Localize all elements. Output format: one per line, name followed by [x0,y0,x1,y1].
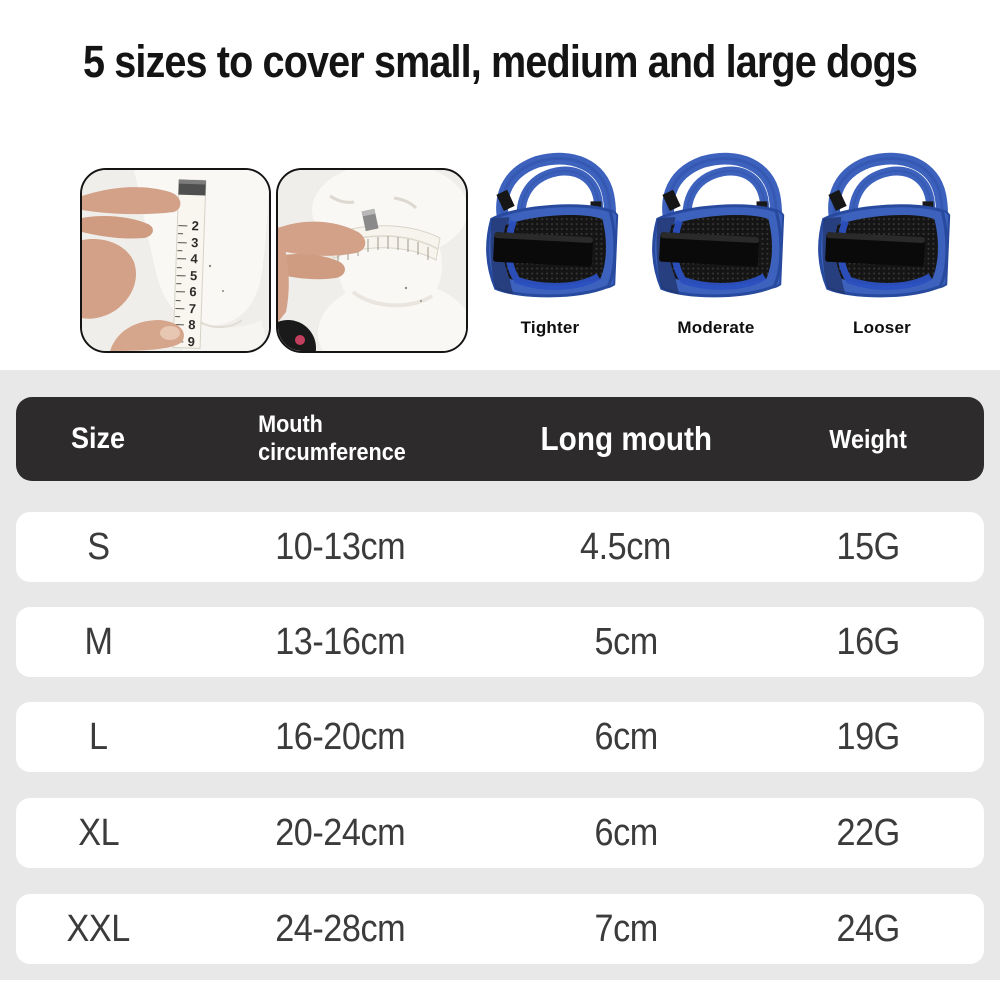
size-table-header: Size Mouth circumference Long mouth Weig… [16,397,984,481]
cell-size: M [84,620,113,663]
muzzle-icon [641,148,791,316]
fit-label: Tighter [520,318,580,337]
cell-weight: 16G [836,620,900,663]
cell-long-mouth: 4.5cm [580,525,672,568]
hand-icon [82,187,184,351]
tape-number: 9 [187,334,195,349]
measuring-tape-icon: 2 3 4 5 6 7 8 9 [172,179,207,349]
page-title: 5 sizes to cover small, medium and large… [82,36,918,87]
muzzle-icon [807,148,957,316]
table-row-xxl: XXL 24-28cm 7cm 24G [16,894,984,964]
table-row-xl: XL 20-24cm 6cm 22G [16,798,984,868]
cell-size: XXL [66,907,131,950]
column-header-weight: Weight [829,423,907,454]
cell-weight: 24G [836,907,900,950]
table-row-s: S 10-13cm 4.5cm 15G [16,512,984,582]
column-header-size: Size [71,422,126,455]
cell-weight: 22G [836,811,900,854]
column-header-long-mouth: Long mouth [540,420,712,457]
snout-length-illustration: 2 3 4 5 6 7 8 9 [82,170,269,351]
cell-long-mouth: 6cm [594,811,658,854]
cell-weight: 19G [836,715,900,758]
cell-mouth-circumference: 24-28cm [275,907,406,950]
cell-long-mouth: 7cm [594,907,658,950]
photo-measure-snout-length: 2 3 4 5 6 7 8 9 [80,168,271,353]
cell-size: XL [77,811,119,854]
hand-icon [278,221,366,322]
table-row-m: M 13-16cm 5cm 16G [16,607,984,677]
cell-mouth-circumference: 13-16cm [275,620,406,663]
tape-number: 2 [191,218,199,233]
tape-number: 8 [188,317,196,332]
cell-mouth-circumference: 16-20cm [275,715,406,758]
tape-number: 7 [189,301,197,316]
fit-label: Looser [853,318,911,337]
fit-label: Moderate [677,318,755,337]
tape-number: 6 [189,284,197,299]
photo-measure-snout-circumference [276,168,468,353]
cell-weight: 15G [836,525,900,568]
table-row-l: L 16-20cm 6cm 19G [16,702,984,772]
tape-number: 4 [190,251,199,266]
tape-reel-icon [278,320,316,351]
cell-long-mouth: 6cm [594,715,658,758]
fit-option-moderate: Moderate [636,148,796,344]
cell-mouth-circumference: 20-24cm [275,811,406,854]
fit-options-row: Tighter Moderate Looser [470,148,962,344]
cell-long-mouth: 5cm [594,620,658,663]
snout-circumference-illustration [278,170,466,351]
cell-size: L [88,715,108,758]
size-table-panel: Size Mouth circumference Long mouth Weig… [0,370,1000,980]
tape-number: 5 [190,268,198,283]
fit-option-looser: Looser [802,148,962,344]
muzzle-icon [475,148,625,316]
cell-size: S [87,525,110,568]
tape-number: 3 [191,235,199,250]
fit-option-tighter: Tighter [470,148,630,344]
column-header-mouth-circumference: Mouth circumference [258,410,407,466]
cell-mouth-circumference: 10-13cm [275,525,406,568]
